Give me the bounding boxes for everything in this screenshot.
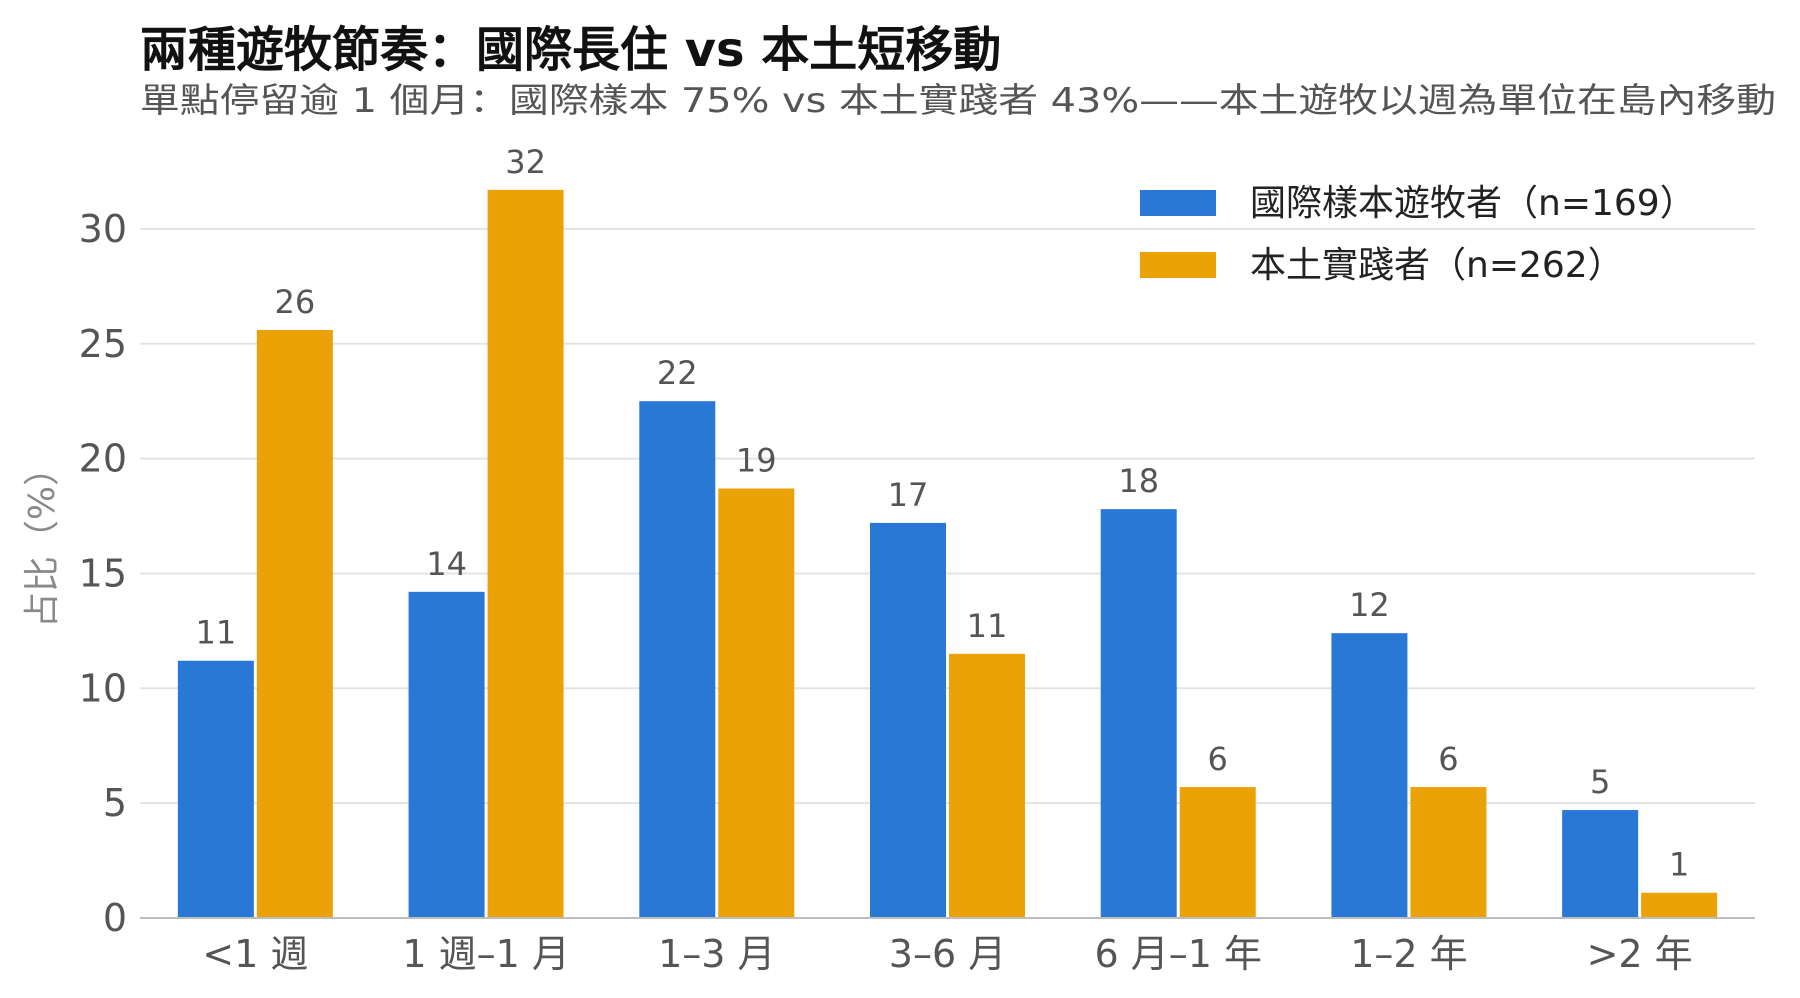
x-tick-label: 1–2 年 [1350, 932, 1467, 976]
bar-value-label: 6 [1438, 740, 1458, 778]
y-tick-label: 20 [79, 437, 127, 481]
bar-international [639, 401, 716, 918]
y-tick-label: 30 [79, 207, 127, 251]
x-tick-label: 1–3 月 [658, 932, 775, 976]
bar-local [256, 329, 333, 918]
grid-lines [140, 227, 1755, 805]
legend-swatch [1140, 190, 1216, 216]
bars [177, 189, 1718, 919]
bar-value-label: 14 [426, 545, 467, 583]
bar-value-label: 22 [657, 354, 698, 392]
bar-value-label: 6 [1208, 740, 1228, 778]
x-tick-label: >2 年 [1587, 932, 1693, 976]
bar-local [718, 488, 795, 918]
bar-value-label: 32 [505, 143, 546, 181]
bar-international [1562, 810, 1639, 918]
bar-local [949, 653, 1025, 918]
y-tick-label: 25 [79, 322, 127, 366]
y-axis-label: 占比（%） [22, 450, 63, 628]
bar-value-label: 17 [888, 476, 929, 514]
bar-value-label: 11 [195, 614, 236, 652]
bar-value-label: 19 [736, 441, 777, 479]
legend-label: 本土實踐者（n=262） [1250, 245, 1624, 286]
legend-swatch [1140, 252, 1216, 278]
y-tick-labels: 0 5 10 15 20 25 30 [79, 207, 127, 940]
x-tick-label: 1 週–1 月 [402, 932, 570, 976]
bar-local [1410, 787, 1487, 918]
legend-label: 國際樣本遊牧者（n=169） [1250, 183, 1696, 224]
bar-value-label: 5 [1590, 763, 1610, 801]
bar-international [1331, 633, 1408, 918]
bar-value-label: 18 [1118, 462, 1159, 500]
y-tick-label: 15 [79, 551, 127, 595]
bar-value-labels: 11 26 14 32 22 19 17 11 18 6 12 6 5 1 [195, 143, 1689, 884]
bar-international [870, 522, 946, 918]
bar-local [487, 189, 564, 919]
chart-subtitle: 單點停留逾 1 個月：國際樣本 75% vs 本土實踐者 43%——本土遊牧以週… [140, 81, 1776, 121]
x-tick-labels: <1 週 1 週–1 月 1–3 月 3–6 月 6 月–1 年 1–2 年 >2 年 [202, 932, 1692, 976]
bar-international [408, 591, 485, 918]
x-tick-label: <1 週 [202, 932, 308, 976]
chart-title: 兩種遊牧節奏：國際長住 vs 本土短移動 [140, 22, 1001, 78]
y-tick-label: 0 [103, 896, 127, 940]
bar-value-label: 11 [967, 607, 1008, 645]
bar-international [177, 660, 254, 918]
bar-local [1179, 787, 1256, 918]
legend: 國際樣本遊牧者（n=169） 本土實踐者（n=262） [1140, 183, 1696, 286]
y-tick-label: 10 [79, 666, 127, 710]
bar-value-label: 26 [274, 283, 315, 321]
bar-value-label: 12 [1349, 586, 1390, 624]
bar-local [1641, 892, 1718, 918]
y-tick-label: 5 [103, 781, 127, 825]
x-tick-label: 3–6 月 [889, 932, 1006, 976]
x-tick-label: 6 月–1 年 [1094, 932, 1262, 976]
bar-value-label: 1 [1669, 846, 1689, 884]
bar-international [1100, 509, 1177, 918]
